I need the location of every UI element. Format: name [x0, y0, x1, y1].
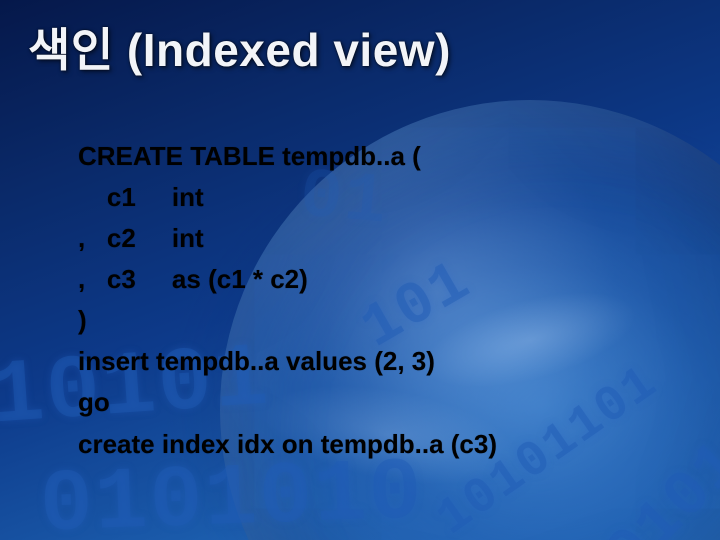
code-line: go	[78, 387, 110, 417]
code-block: CREATE TABLE tempdb..a ( c1 int , c2 int…	[78, 136, 497, 465]
code-line: , c2 int	[78, 223, 204, 253]
code-line: )	[78, 305, 87, 335]
slide-title: 색인 (Indexed view)	[28, 14, 451, 80]
code-line: CREATE TABLE tempdb..a (	[78, 141, 421, 171]
code-line: create index idx on tempdb..a (c3)	[78, 429, 497, 459]
code-line: c1 int	[78, 182, 204, 212]
code-line: insert tempdb..a values (2, 3)	[78, 346, 435, 376]
code-line: , c3 as (c1 * c2)	[78, 264, 308, 294]
